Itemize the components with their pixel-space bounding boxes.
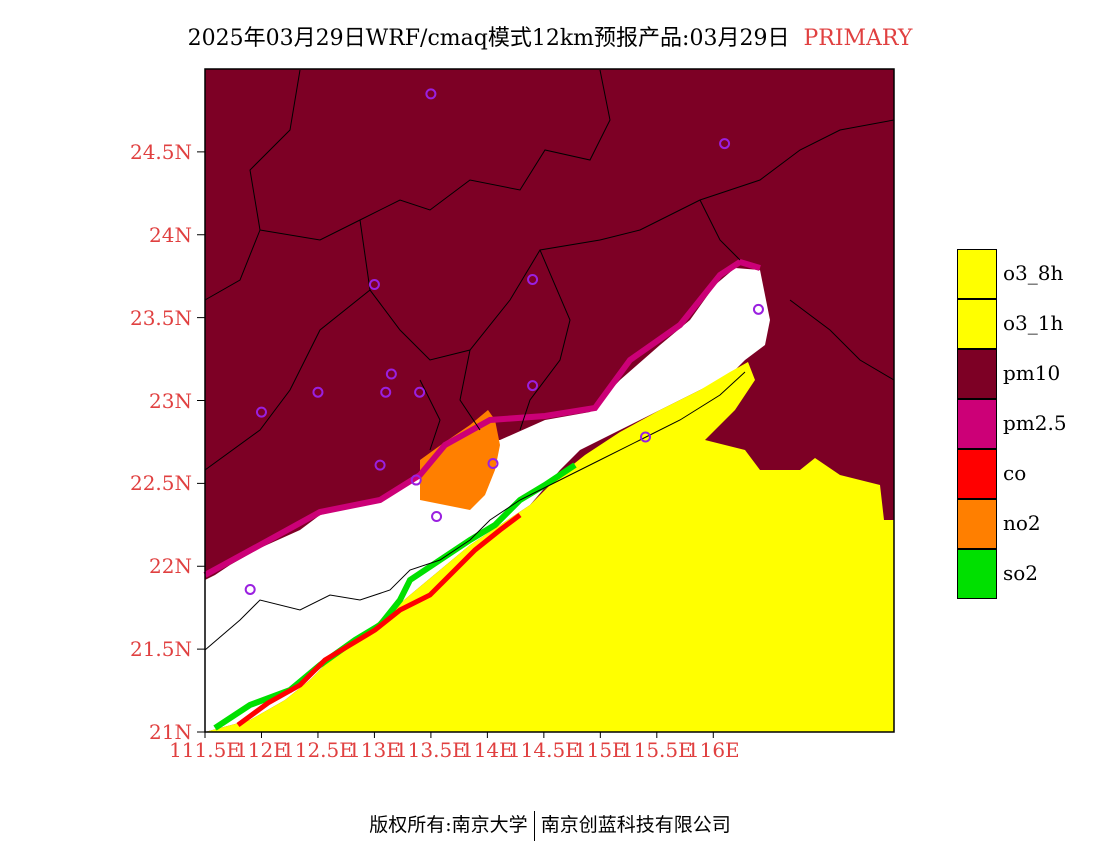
legend-label: o3_8h: [1003, 261, 1064, 285]
legend-label: pm2.5: [1003, 411, 1067, 435]
legend-swatch: [957, 349, 997, 399]
county-border-0: [204, 69, 301, 301]
lat-tick-label: 21N: [149, 720, 192, 744]
station-marker-6: [312, 386, 324, 398]
o3-ocean-area: [205, 362, 894, 732]
county-border-7: [789, 299, 895, 381]
lon-tick-label: 112.5E: [282, 738, 354, 762]
legend-item-co: co: [957, 449, 1097, 499]
county-border-5: [519, 249, 571, 431]
station-marker-8: [380, 386, 392, 398]
legend-swatch: [957, 299, 997, 349]
legend-item-pm2-5: pm2.5: [957, 399, 1097, 449]
legend-label: o3_1h: [1003, 311, 1064, 335]
lat-tick-label: 24.5N: [129, 139, 192, 164]
clean-coastal-zone: [205, 268, 770, 732]
station-marker-3: [527, 274, 539, 286]
station-marker-2: [368, 278, 380, 290]
county-border-1: [259, 69, 611, 241]
station-marker-12: [374, 459, 386, 471]
county-border-4: [204, 289, 371, 471]
legend-label: so2: [1003, 561, 1039, 585]
lat-tick-label: 24N: [149, 222, 192, 247]
co-coastal-band: [236, 513, 522, 728]
legend-swatch: [957, 549, 997, 599]
title-text: 2025年03月29日WRF/cmaq模式12km预报产品:03月29日: [187, 26, 790, 51]
lon-tick-label: 114.5E: [507, 738, 580, 762]
lon-tick-label: 113.5E: [394, 738, 467, 762]
station-marker-10: [527, 380, 539, 392]
legend-label: pm10: [1003, 361, 1061, 385]
legend-swatch: [957, 249, 997, 299]
legend: o3_8h o3_1h pm10 pm2.5 co no2 so2: [957, 249, 1097, 599]
coastline: [204, 371, 746, 651]
legend-item-o3_8h: o3_8h: [957, 249, 1097, 299]
pm25-fringe: [203, 258, 761, 578]
legend-label: no2: [1003, 511, 1041, 535]
lat-tick-label: 21.5N: [129, 637, 192, 662]
footer-divider: [533, 811, 535, 841]
lon-tick-label: 116E: [686, 738, 740, 762]
station-marker-11: [640, 431, 652, 443]
legend-item-pm10: pm10: [957, 349, 1097, 399]
no2-hotspot: [420, 410, 500, 510]
lon-tick-label: 115E: [573, 738, 627, 762]
legend-label: co: [1003, 461, 1027, 485]
station-marker-7: [385, 368, 397, 380]
legend-item-no2: no2: [957, 499, 1097, 549]
station-marker-14: [487, 457, 499, 469]
legend-swatch: [957, 399, 997, 449]
lon-tick-label: 113E: [348, 738, 401, 762]
station-marker-16: [244, 583, 256, 595]
station-marker-5: [255, 406, 267, 418]
lat-tick-label: 22N: [149, 554, 192, 579]
lon-tick-label: 112E: [235, 738, 288, 762]
lon-tick-label: 115.5E: [620, 738, 693, 762]
county-border-6: [699, 199, 741, 261]
lon-tick-label: 114E: [460, 738, 514, 762]
legend-swatch: [957, 499, 997, 549]
legend-item-o3_1h: o3_1h: [957, 299, 1097, 349]
station-marker-4: [752, 303, 764, 315]
copyright-right: 南京创蓝科技有限公司: [540, 814, 731, 836]
station-marker-9: [414, 386, 426, 398]
lat-tick-label: 23.5N: [129, 305, 192, 330]
legend-item-so2: so2: [957, 549, 1097, 599]
county-border-8: [459, 349, 481, 431]
chart-title: 2025年03月29日WRF/cmaq模式12km预报产品:03月29日 PRIM…: [0, 20, 1100, 52]
lon-tick-label: 111.5E: [169, 738, 241, 762]
copyright-left: 版权所有:南京大学: [369, 814, 528, 836]
title-product: PRIMARY: [803, 26, 913, 51]
station-marker-1: [719, 138, 731, 150]
station-marker-13: [410, 474, 422, 486]
county-border-3: [599, 119, 895, 241]
station-marker-0: [425, 88, 437, 100]
station-marker-15: [431, 511, 443, 523]
lat-tick-label: 23N: [149, 388, 192, 413]
copyright-footer: 版权所有:南京大学 南京创蓝科技有限公司: [0, 810, 1100, 841]
legend-swatch: [957, 449, 997, 499]
lat-tick-label: 22.5N: [129, 471, 192, 496]
county-border-9: [419, 379, 441, 451]
county-border-2: [359, 219, 601, 361]
